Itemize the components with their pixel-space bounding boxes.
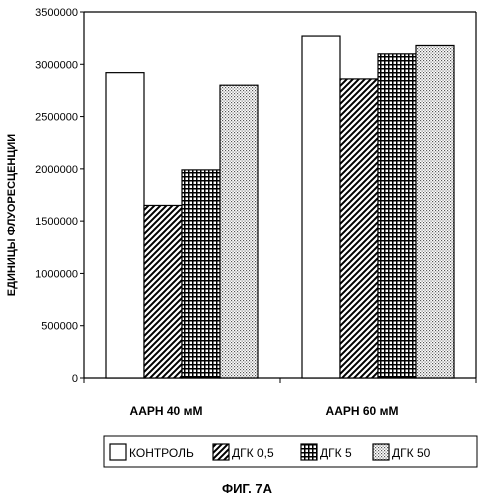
legend-label: КОНТРОЛЬ [129, 446, 194, 460]
plot-area: 0 500000 1000000 1500000 2000000 2500000 30000… [35, 7, 476, 385]
y-tick-label: 3500000 [35, 7, 78, 19]
legend: КОНТРОЛЬ ДГК 0,5 ДГК 5 ДГК 50 [104, 436, 477, 467]
legend-swatch [301, 444, 317, 460]
legend-swatch [213, 444, 229, 460]
y-tick-label: 3000000 [35, 59, 78, 71]
bar [378, 54, 416, 378]
legend-label: ДГК 50 [392, 446, 431, 460]
y-tick-label: 2000000 [35, 164, 78, 176]
legend-swatch [110, 444, 126, 460]
bar [220, 85, 258, 378]
bar [182, 170, 220, 378]
category-labels: AAPH 40 мМ AAPH 60 мМ [130, 404, 399, 418]
figure-caption: ФИГ. 7А [222, 481, 273, 496]
category-label: AAPH 40 мМ [130, 404, 203, 418]
y-ticks: 0 500000 1000000 1500000 2000000 2500000 30000… [35, 7, 84, 385]
x-ticks [84, 378, 476, 383]
category-label: AAPH 60 мМ [326, 404, 399, 418]
y-axis-title: ЕДИНИЦЫ ФЛУОРЕСЦЕНЦИИ [6, 134, 18, 296]
bar [106, 73, 144, 378]
legend-label: ДГК 0,5 [232, 446, 274, 460]
y-tick-label: 1500000 [35, 216, 78, 228]
bar [416, 45, 454, 378]
bar [302, 36, 340, 378]
y-tick-label: 2500000 [35, 112, 78, 124]
y-tick-label: 1000000 [35, 268, 78, 280]
y-tick-label: 500000 [41, 321, 78, 333]
legend-swatch [373, 444, 389, 460]
bar [144, 205, 182, 378]
bar [340, 79, 378, 378]
bars [106, 36, 454, 378]
legend-label: ДГК 5 [320, 446, 352, 460]
y-tick-label: 0 [72, 373, 78, 385]
